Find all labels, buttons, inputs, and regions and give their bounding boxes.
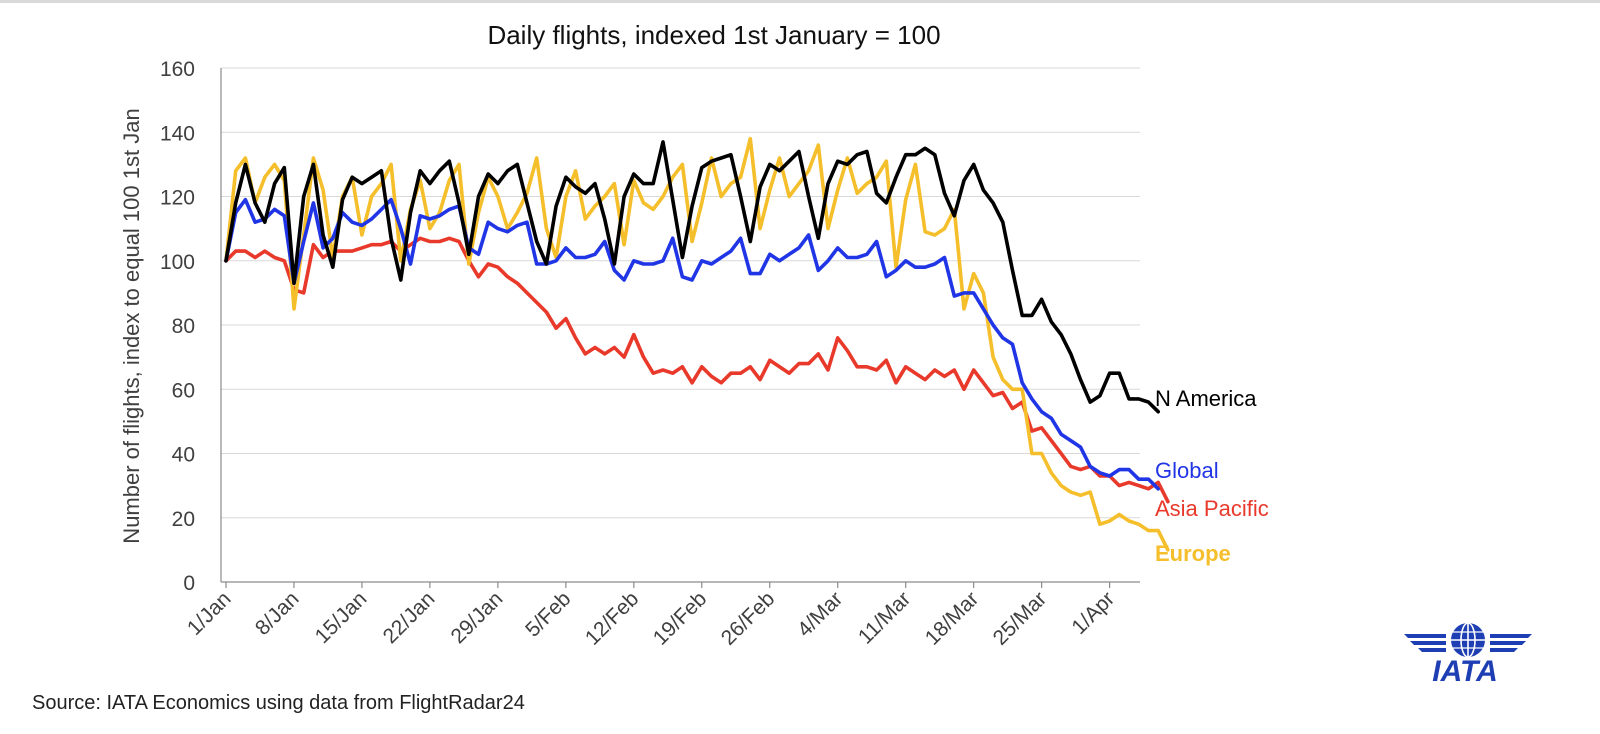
x-tick-label: 4/Mar <box>793 587 847 641</box>
x-tick-label: 29/Jan <box>447 587 508 648</box>
top-border <box>0 0 1600 3</box>
x-tick-label: 25/Mar <box>989 587 1051 649</box>
iata-logo: IATA <box>1404 622 1532 688</box>
y-tick-label: 80 <box>172 315 195 338</box>
globe-icon <box>1451 622 1485 658</box>
logo-text: IATA <box>1432 655 1498 688</box>
x-tick-label: 26/Feb <box>717 587 780 650</box>
axes <box>220 68 1140 588</box>
series-lines <box>224 136 1170 552</box>
x-tick-label: 18/Mar <box>921 587 983 649</box>
x-tick-label: 1/Apr <box>1067 587 1119 639</box>
y-tick-label: 160 <box>160 58 195 81</box>
y-tick-label: 20 <box>172 508 195 531</box>
y-tick-label: 120 <box>160 187 195 210</box>
series-label-global: Global <box>1155 458 1219 483</box>
x-tick-label: 8/Jan <box>251 587 304 640</box>
y-tick-label: 60 <box>172 379 195 402</box>
series-label-asia-pacific: Asia Pacific <box>1155 496 1269 521</box>
source-note: Source: IATA Economics using data from F… <box>32 692 525 714</box>
series-line-n-america <box>224 140 1160 414</box>
gridlines <box>221 67 1140 519</box>
y-tick-label: 40 <box>172 444 195 467</box>
chart-title: Daily flights, indexed 1st January = 100 <box>487 20 940 50</box>
series-label-europe: Europe <box>1155 541 1231 566</box>
tick-labels: 0 20 40 60 80 100 120 140 160 1/Jan 8/Jan 15/Jan 22/… <box>160 58 1119 650</box>
series-label-n-america: N America <box>1155 386 1257 411</box>
wings-icon <box>1404 634 1532 652</box>
x-tick-label: 1/Jan <box>183 587 236 640</box>
y-tick-label: 0 <box>183 572 195 595</box>
series-line-asia-pacific <box>224 236 1170 504</box>
x-tick-label: 22/Jan <box>379 587 440 648</box>
y-tick-label: 140 <box>160 122 195 145</box>
x-tick-label: 5/Feb <box>521 587 575 641</box>
x-tick-label: 11/Mar <box>854 587 915 648</box>
x-tick-label: 15/Jan <box>311 587 372 648</box>
series-labels: Asia Pacific Europe Global N America <box>1155 386 1269 566</box>
series-line-global <box>224 197 1160 491</box>
series-line-europe <box>224 136 1170 552</box>
y-tick-label: 100 <box>160 251 195 274</box>
x-tick-label: 12/Feb <box>581 587 644 650</box>
y-axis-label: Number of flights, index to equal 100 1s… <box>119 108 144 543</box>
x-tick-label: 19/Feb <box>649 587 712 650</box>
